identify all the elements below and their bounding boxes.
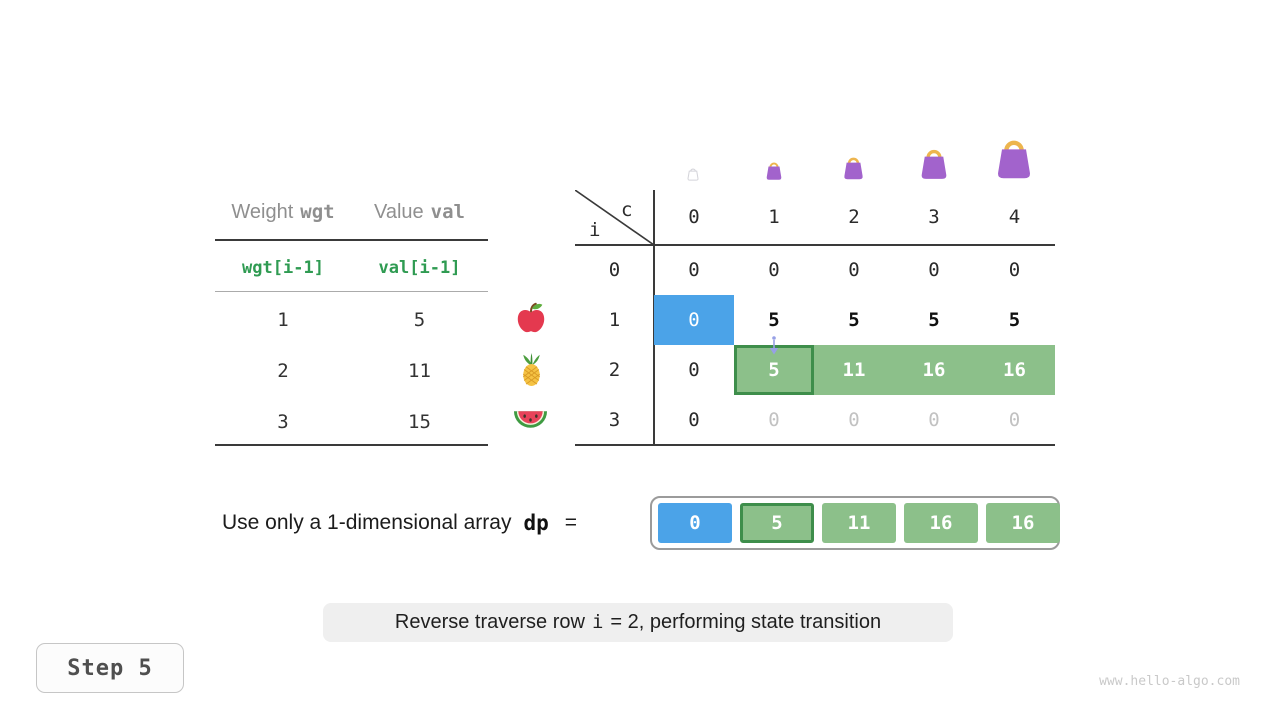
transition-arrow-icon: [769, 336, 779, 355]
dp-table-header-rule: [575, 244, 1055, 246]
weight-column-header: Weight wgt: [215, 198, 351, 226]
dp-cell-3-3: 0: [928, 409, 940, 431]
caption-after: = 2, performing state transition: [610, 611, 882, 633]
array-var-name: dp: [523, 511, 549, 535]
watermelon-icon: [513, 411, 548, 428]
dp-cell-2-3: 16: [894, 345, 974, 395]
caption-code: i: [591, 611, 604, 633]
dp-cell-0-2: 0: [848, 259, 860, 281]
dp-array-cell-3: 16: [904, 503, 978, 543]
dp-col-header-2: 2: [848, 206, 860, 228]
value-column-header: Value val: [351, 198, 488, 226]
corner-diagonal-line: [575, 190, 654, 245]
dp-cell-1-4: 5: [1008, 309, 1021, 331]
caption-before: Reverse traverse row: [394, 611, 585, 633]
bag-icon-capacity-3: [921, 149, 947, 179]
val-formula: val[i-1]: [378, 258, 461, 278]
wgt-formula: wgt[i-1]: [242, 258, 324, 278]
dp-array-cell-1: 5: [740, 503, 814, 543]
dp-cell-0-3: 0: [928, 259, 940, 281]
bag-icon-capacity-0: [687, 168, 699, 181]
dp-array-cell-2: 11: [822, 503, 896, 543]
val-value-row-0: 5: [413, 309, 426, 331]
value-header-code: val: [430, 201, 465, 223]
dp-array-cell-0: 0: [658, 503, 732, 543]
caption-text: Reverse traverse row i = 2, performing sta…: [395, 611, 881, 634]
corner-col-var: c: [621, 199, 633, 221]
dp-array-cell-4: 16: [986, 503, 1060, 543]
wgt-value-row-1: 2: [277, 360, 289, 382]
dp-cell-1-1: 5: [768, 309, 780, 331]
step-label: Step 5: [67, 655, 153, 681]
bag-icon-capacity-2: [844, 157, 863, 180]
left-table-top-rule: [215, 239, 488, 241]
dp-table-vertical-rule: [653, 190, 655, 446]
dp-row-header-2: 2: [608, 359, 621, 381]
dp-cell-0-4: 0: [1008, 259, 1021, 281]
dp-cell-3-2: 0: [848, 409, 860, 431]
caption-box: Reverse traverse row i = 2, performing sta…: [323, 603, 953, 642]
val-value-row-2: 15: [408, 411, 431, 433]
dp-row-header-1: 1: [608, 309, 621, 331]
weight-header-label: Weight: [231, 200, 294, 223]
dp-cell-0-0: 0: [688, 259, 700, 281]
array-label-text: Use only a 1-dimensional array: [222, 511, 512, 534]
step-badge: Step 5: [36, 643, 184, 693]
bag-icon-capacity-1: [766, 162, 782, 180]
array-label: Use only a 1-dimensional array dp =: [222, 504, 577, 542]
dp-cell-2-4: 16: [974, 345, 1055, 395]
wgt-value-row-2: 3: [277, 411, 289, 433]
dp-col-header-3: 3: [928, 206, 940, 228]
dp-col-header-4: 4: [1008, 206, 1021, 228]
watermark: www.hello-algo.com: [1099, 674, 1240, 689]
dp-cell-1-2: 5: [848, 309, 860, 331]
dp-cell-3-1: 0: [768, 409, 780, 431]
bag-icon-capacity-4: [998, 140, 1030, 179]
apple-icon: [517, 302, 545, 333]
dp-cell-1-3: 5: [928, 309, 940, 331]
dp-cell-3-0: 0: [688, 409, 700, 431]
val-value-row-1: 11: [408, 360, 431, 382]
dp-cell-0-1: 0: [768, 259, 780, 281]
dp-table-bottom-rule: [575, 444, 1055, 446]
dp-cell-1-0: 0: [654, 295, 734, 345]
dp-col-header-1: 1: [768, 206, 780, 228]
corner-row-var: i: [589, 219, 601, 241]
dp-row-header-3: 3: [608, 409, 621, 431]
dp-cell-3-4: 0: [1008, 409, 1021, 431]
pineapple-icon: [522, 353, 541, 386]
dp-col-header-0: 0: [688, 206, 700, 228]
dp-row-header-0: 0: [608, 259, 621, 281]
wgt-value-row-0: 1: [277, 309, 289, 331]
value-header-label: Value: [374, 200, 424, 223]
left-table-mid-rule: [215, 291, 488, 292]
dp-cell-2-2: 11: [814, 345, 894, 395]
weight-header-code: wgt: [300, 201, 335, 223]
dp-array-container: 0 5 11 16 16: [650, 496, 1060, 550]
left-table-bottom-rule: [215, 444, 488, 446]
dp-cell-2-0: 0: [688, 359, 700, 381]
equals-sign: =: [564, 511, 578, 534]
